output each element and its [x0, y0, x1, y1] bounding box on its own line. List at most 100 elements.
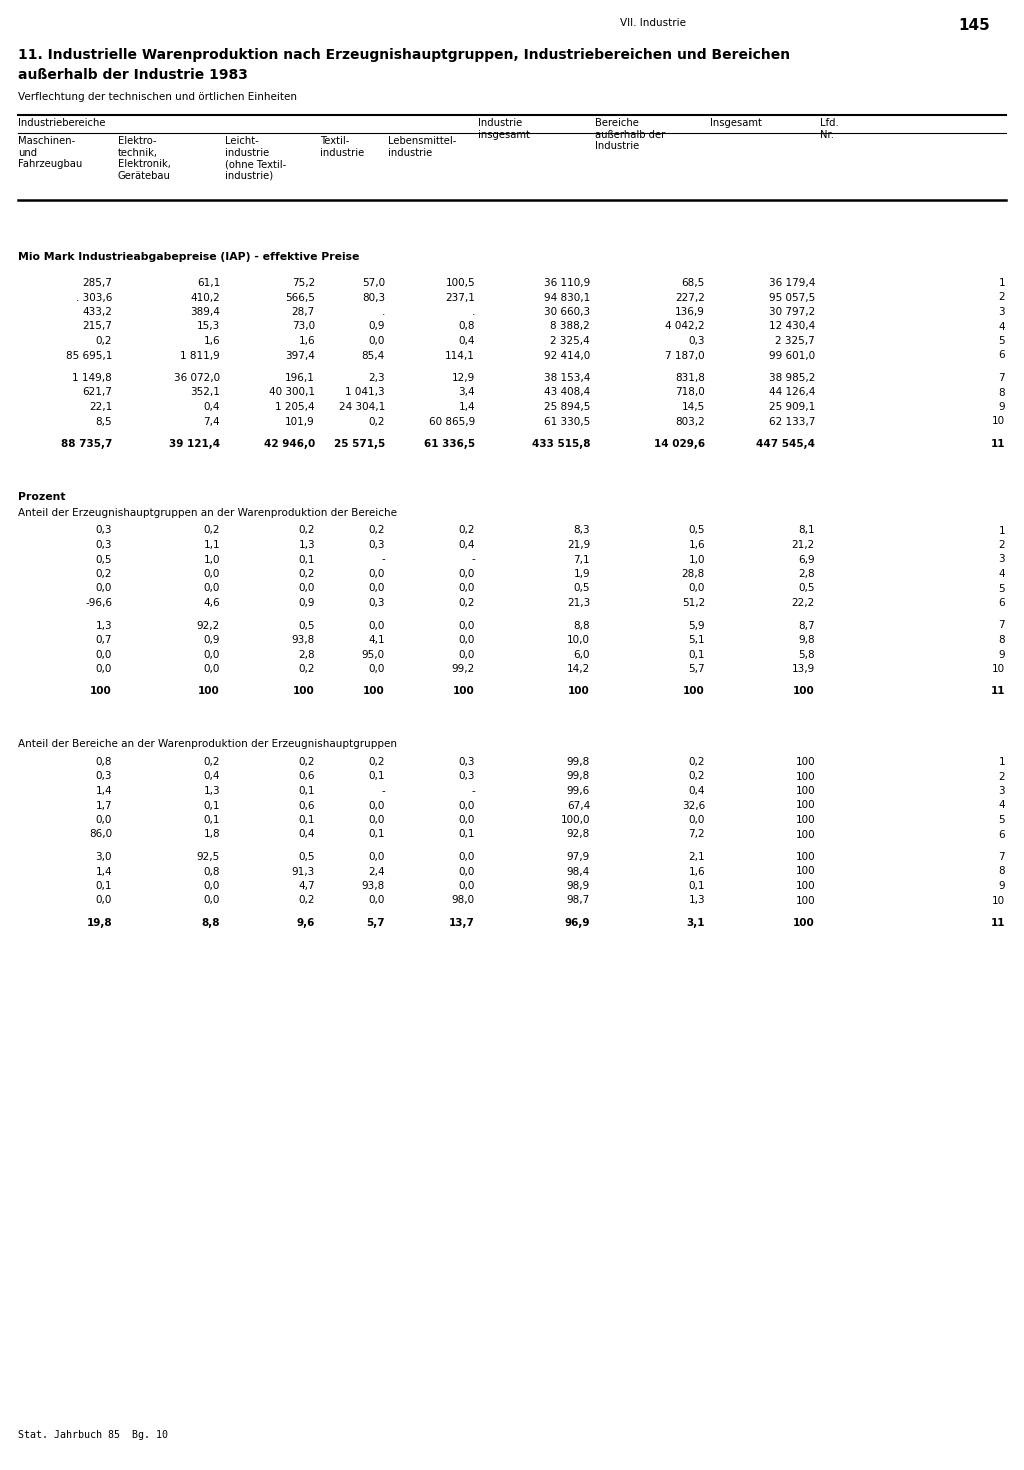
Text: 0,5: 0,5: [688, 525, 705, 535]
Text: 1 205,4: 1 205,4: [275, 401, 315, 412]
Text: 3: 3: [998, 554, 1005, 564]
Text: 80,3: 80,3: [361, 293, 385, 303]
Text: 0,9: 0,9: [369, 322, 385, 332]
Text: 11: 11: [990, 686, 1005, 697]
Text: 8,8: 8,8: [202, 917, 220, 928]
Text: 0,3: 0,3: [95, 772, 112, 782]
Text: 0,1: 0,1: [369, 829, 385, 839]
Text: 0,6: 0,6: [299, 772, 315, 782]
Text: 100: 100: [683, 686, 705, 697]
Text: 227,2: 227,2: [675, 293, 705, 303]
Text: 8,1: 8,1: [799, 525, 815, 535]
Text: 621,7: 621,7: [82, 388, 112, 397]
Text: 0,0: 0,0: [369, 895, 385, 906]
Text: 10,0: 10,0: [567, 635, 590, 645]
Text: 0,1: 0,1: [688, 881, 705, 891]
Text: 0,2: 0,2: [204, 757, 220, 767]
Text: 1,4: 1,4: [95, 866, 112, 876]
Text: 0,5: 0,5: [95, 554, 112, 564]
Text: 0,2: 0,2: [688, 772, 705, 782]
Text: 0,4: 0,4: [299, 829, 315, 839]
Text: 718,0: 718,0: [675, 388, 705, 397]
Text: -: -: [471, 554, 475, 564]
Text: 100: 100: [90, 686, 112, 697]
Text: 100,5: 100,5: [445, 278, 475, 288]
Text: Stat. Jahrbuch 85  Bg. 10: Stat. Jahrbuch 85 Bg. 10: [18, 1430, 168, 1441]
Text: Anteil der Bereiche an der Warenproduktion der Erzeugnishauptgruppen: Anteil der Bereiche an der Warenprodukti…: [18, 739, 397, 750]
Text: 0,2: 0,2: [459, 598, 475, 609]
Text: 0,0: 0,0: [299, 584, 315, 594]
Text: 5: 5: [998, 584, 1005, 594]
Text: 5,8: 5,8: [799, 650, 815, 660]
Text: 196,1: 196,1: [285, 373, 315, 384]
Text: 36 179,4: 36 179,4: [769, 278, 815, 288]
Text: 0,2: 0,2: [299, 525, 315, 535]
Text: 11: 11: [990, 917, 1005, 928]
Text: 100: 100: [796, 814, 815, 825]
Text: 0,0: 0,0: [95, 814, 112, 825]
Text: 67,4: 67,4: [566, 801, 590, 810]
Text: 92,8: 92,8: [566, 829, 590, 839]
Text: 44 126,4: 44 126,4: [769, 388, 815, 397]
Text: 0,3: 0,3: [95, 539, 112, 550]
Text: 0,0: 0,0: [459, 584, 475, 594]
Text: 0,4: 0,4: [459, 337, 475, 345]
Text: 0,4: 0,4: [459, 539, 475, 550]
Text: 1,3: 1,3: [95, 620, 112, 631]
Text: Insgesamt: Insgesamt: [710, 118, 762, 128]
Text: 3,4: 3,4: [459, 388, 475, 397]
Text: Industrie
insgesamt: Industrie insgesamt: [478, 118, 529, 140]
Text: 100: 100: [568, 686, 590, 697]
Text: 0,0: 0,0: [369, 853, 385, 861]
Text: 9: 9: [998, 881, 1005, 891]
Text: 24 304,1: 24 304,1: [339, 401, 385, 412]
Text: .: .: [472, 307, 475, 318]
Text: 1: 1: [998, 525, 1005, 535]
Text: 0,0: 0,0: [369, 569, 385, 579]
Text: 101,9: 101,9: [286, 416, 315, 426]
Text: 14,2: 14,2: [566, 664, 590, 675]
Text: 100: 100: [794, 686, 815, 697]
Text: 61,1: 61,1: [197, 278, 220, 288]
Text: 21,2: 21,2: [792, 539, 815, 550]
Text: 32,6: 32,6: [682, 801, 705, 810]
Text: 0,7: 0,7: [95, 635, 112, 645]
Text: 0,4: 0,4: [688, 786, 705, 795]
Text: 60 865,9: 60 865,9: [429, 416, 475, 426]
Text: 10: 10: [992, 416, 1005, 426]
Text: 9: 9: [998, 401, 1005, 412]
Text: 39 121,4: 39 121,4: [169, 440, 220, 448]
Text: 1,4: 1,4: [459, 401, 475, 412]
Text: 88 735,7: 88 735,7: [60, 440, 112, 448]
Text: 831,8: 831,8: [675, 373, 705, 384]
Text: 28,7: 28,7: [292, 307, 315, 318]
Text: 22,1: 22,1: [89, 401, 112, 412]
Text: 95 057,5: 95 057,5: [769, 293, 815, 303]
Text: 0,0: 0,0: [369, 801, 385, 810]
Text: 1,0: 1,0: [204, 554, 220, 564]
Text: 2,8: 2,8: [799, 569, 815, 579]
Text: 0,0: 0,0: [459, 650, 475, 660]
Text: Industriebereiche: Industriebereiche: [18, 118, 105, 128]
Text: Bereiche
außerhalb der
Industrie: Bereiche außerhalb der Industrie: [595, 118, 666, 151]
Text: 7: 7: [998, 853, 1005, 861]
Text: 100: 100: [796, 801, 815, 810]
Text: 97,9: 97,9: [566, 853, 590, 861]
Text: 0,6: 0,6: [299, 801, 315, 810]
Text: 0,0: 0,0: [369, 814, 385, 825]
Text: 38 153,4: 38 153,4: [544, 373, 590, 384]
Text: 62 133,7: 62 133,7: [769, 416, 815, 426]
Text: 0,8: 0,8: [459, 322, 475, 332]
Text: 0,0: 0,0: [459, 866, 475, 876]
Text: Verflechtung der technischen und örtlichen Einheiten: Verflechtung der technischen und örtlich…: [18, 93, 297, 101]
Text: Mio Mark Industrieabgabepreise (IAP) - effektive Preise: Mio Mark Industrieabgabepreise (IAP) - e…: [18, 251, 359, 262]
Text: 0,2: 0,2: [204, 525, 220, 535]
Text: 13,9: 13,9: [792, 664, 815, 675]
Text: 0,5: 0,5: [573, 584, 590, 594]
Text: 8,3: 8,3: [573, 525, 590, 535]
Text: 73,0: 73,0: [292, 322, 315, 332]
Text: 99 601,0: 99 601,0: [769, 350, 815, 360]
Text: 99,2: 99,2: [452, 664, 475, 675]
Text: 1,3: 1,3: [204, 786, 220, 795]
Text: 0,0: 0,0: [688, 584, 705, 594]
